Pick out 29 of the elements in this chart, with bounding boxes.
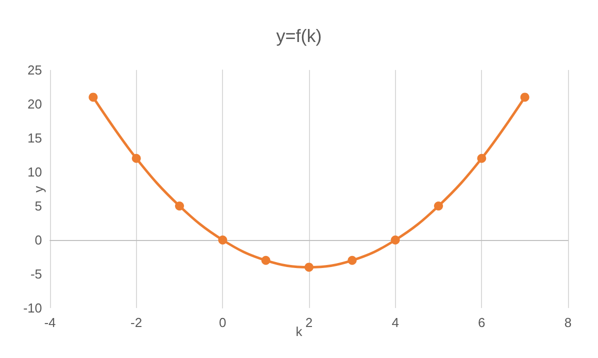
x-tick-label: -2	[130, 315, 142, 330]
x-tick-label: 4	[392, 315, 399, 330]
x-tick-label: 2	[305, 315, 313, 330]
x-tick-label: 0	[219, 315, 226, 330]
y-tick-label: -5	[30, 266, 42, 282]
point	[218, 236, 228, 244]
x-axis-title: k	[296, 324, 303, 339]
point	[477, 154, 486, 163]
y-tick-label: -10	[23, 300, 42, 316]
point	[88, 92, 98, 102]
y-tick-label: 0	[34, 232, 42, 248]
point	[261, 256, 270, 265]
y-tick-label: 25	[28, 62, 42, 78]
x-tick-label: -4	[44, 315, 56, 330]
y-tick-label: 15	[28, 130, 42, 146]
point	[132, 154, 141, 163]
x-tick-label: 6	[478, 315, 486, 330]
y-tick-label: 20	[28, 96, 42, 112]
y-tick-label: 10	[28, 164, 42, 180]
y-axis-title: y	[31, 186, 46, 192]
point	[348, 256, 357, 265]
x-tick-label: 8	[564, 315, 572, 330]
point	[520, 92, 530, 102]
point	[390, 236, 400, 244]
point	[304, 262, 314, 272]
point	[175, 202, 184, 210]
y-tick-label: 5	[34, 198, 42, 214]
chart-title: y=f(k)	[276, 26, 322, 46]
point	[434, 202, 443, 210]
